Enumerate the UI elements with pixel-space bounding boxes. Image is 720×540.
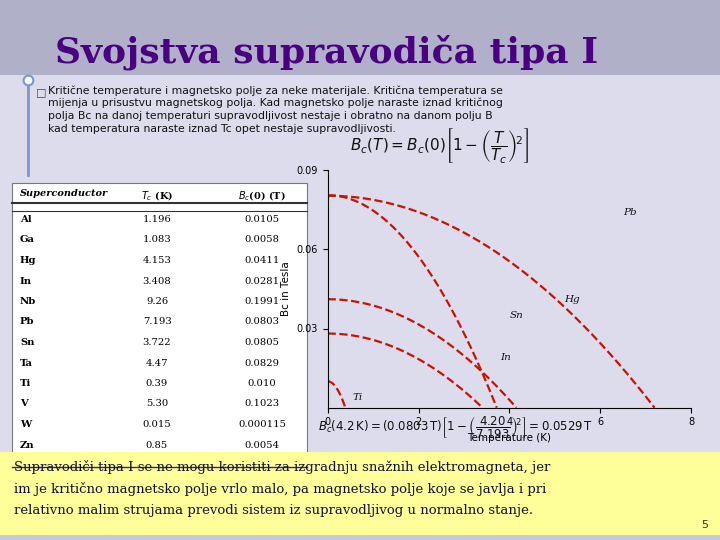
Text: Pb: Pb: [623, 208, 636, 217]
Text: 0.39: 0.39: [146, 379, 168, 388]
Text: 3.408: 3.408: [143, 276, 171, 286]
Text: In: In: [500, 353, 511, 362]
Text: polja Bc na danoj temperaturi supravodljivost nestaje i obratno na danom polju B: polja Bc na danoj temperaturi supravodlj…: [48, 111, 492, 121]
Text: V: V: [20, 400, 28, 408]
Text: 0.0105: 0.0105: [244, 215, 279, 224]
Text: Sn: Sn: [20, 338, 35, 347]
Text: im je kritično magnetsko polje vrlo malo, pa magnetsko polje koje se javlja i pr: im je kritično magnetsko polje vrlo malo…: [14, 482, 546, 496]
Text: 0.015: 0.015: [143, 420, 171, 429]
Y-axis label: Bc in Tesla: Bc in Tesla: [281, 261, 291, 316]
X-axis label: Temperature (K): Temperature (K): [467, 433, 552, 443]
Text: mijenja u prisustvu magnetskog polja. Kad magnetsko polje naraste iznad kritično: mijenja u prisustvu magnetskog polja. Ka…: [48, 98, 503, 109]
Text: □: □: [36, 87, 47, 97]
Text: Pb: Pb: [20, 318, 35, 327]
Text: Hg: Hg: [564, 295, 580, 304]
Text: relativno malim strujama prevodi sistem iz supravodljivog u normalno stanje.: relativno malim strujama prevodi sistem …: [14, 504, 533, 517]
Text: $B_c(4.2\,\mathrm{K}) = (0.0803\,\mathrm{T})\left[1 - \left(\dfrac{4.20}{7.193}\: $B_c(4.2\,\mathrm{K}) = (0.0803\,\mathrm…: [318, 414, 593, 440]
Text: $B_c$(0) (T): $B_c$(0) (T): [238, 189, 286, 202]
Text: Hg: Hg: [20, 256, 37, 265]
Text: 0.1023: 0.1023: [244, 400, 279, 408]
Text: Kritične temperature i magnetsko polje za neke materijale. Kritična temperatura : Kritične temperature i magnetsko polje z…: [48, 85, 503, 96]
Text: 0.0805: 0.0805: [245, 338, 279, 347]
Text: Ti: Ti: [353, 393, 363, 402]
Text: 0.0054: 0.0054: [244, 441, 279, 449]
Text: 4.47: 4.47: [145, 359, 168, 368]
Text: 3.722: 3.722: [143, 338, 171, 347]
Text: 5.30: 5.30: [146, 400, 168, 408]
Text: 4.153: 4.153: [143, 256, 171, 265]
Text: 0.000115: 0.000115: [238, 420, 286, 429]
Text: $B_c(T) = B_c(0)\left[1 - \left(\dfrac{T}{T_c}\right)^{\!2}\right]$: $B_c(T) = B_c(0)\left[1 - \left(\dfrac{T…: [350, 126, 529, 165]
Text: Nb: Nb: [20, 297, 36, 306]
Text: 0.0281: 0.0281: [244, 276, 279, 286]
Bar: [12, 183, 307, 471]
Text: 0.1991: 0.1991: [244, 297, 279, 306]
Text: Sn: Sn: [510, 311, 523, 320]
Bar: [0, 452, 720, 535]
Bar: [0, 0, 720, 75]
Text: W: W: [20, 420, 31, 429]
Text: 0.0058: 0.0058: [245, 235, 279, 245]
Text: 5: 5: [701, 520, 708, 530]
Text: 7.193: 7.193: [143, 318, 171, 327]
Text: 0.010: 0.010: [248, 379, 276, 388]
Bar: [0, 75, 720, 452]
Text: 1.083: 1.083: [143, 235, 171, 245]
Text: kad temperatura naraste iznad Tc opet nestaje supravodljivosti.: kad temperatura naraste iznad Tc opet ne…: [48, 124, 396, 134]
Text: Ta: Ta: [20, 359, 33, 368]
Text: 9.26: 9.26: [146, 297, 168, 306]
Text: Superconductor: Superconductor: [20, 189, 108, 198]
Text: In: In: [20, 276, 32, 286]
Text: 0.0803: 0.0803: [245, 318, 279, 327]
Text: Svojstva supravodiča tipa I: Svojstva supravodiča tipa I: [55, 34, 598, 70]
Text: Zn: Zn: [20, 441, 35, 449]
Text: Al: Al: [20, 215, 32, 224]
Text: Ti: Ti: [20, 379, 31, 388]
Text: Supravodiči tipa I se ne mogu koristiti za izgradnju snažnih elektromagneta, jer: Supravodiči tipa I se ne mogu koristiti …: [14, 460, 550, 474]
Text: 0.0829: 0.0829: [245, 359, 279, 368]
Text: 0.0411: 0.0411: [244, 256, 279, 265]
Text: $T_c$ (K): $T_c$ (K): [141, 189, 173, 202]
Text: Ga: Ga: [20, 235, 35, 245]
Text: 1.196: 1.196: [143, 215, 171, 224]
Text: 0.85: 0.85: [146, 441, 168, 449]
